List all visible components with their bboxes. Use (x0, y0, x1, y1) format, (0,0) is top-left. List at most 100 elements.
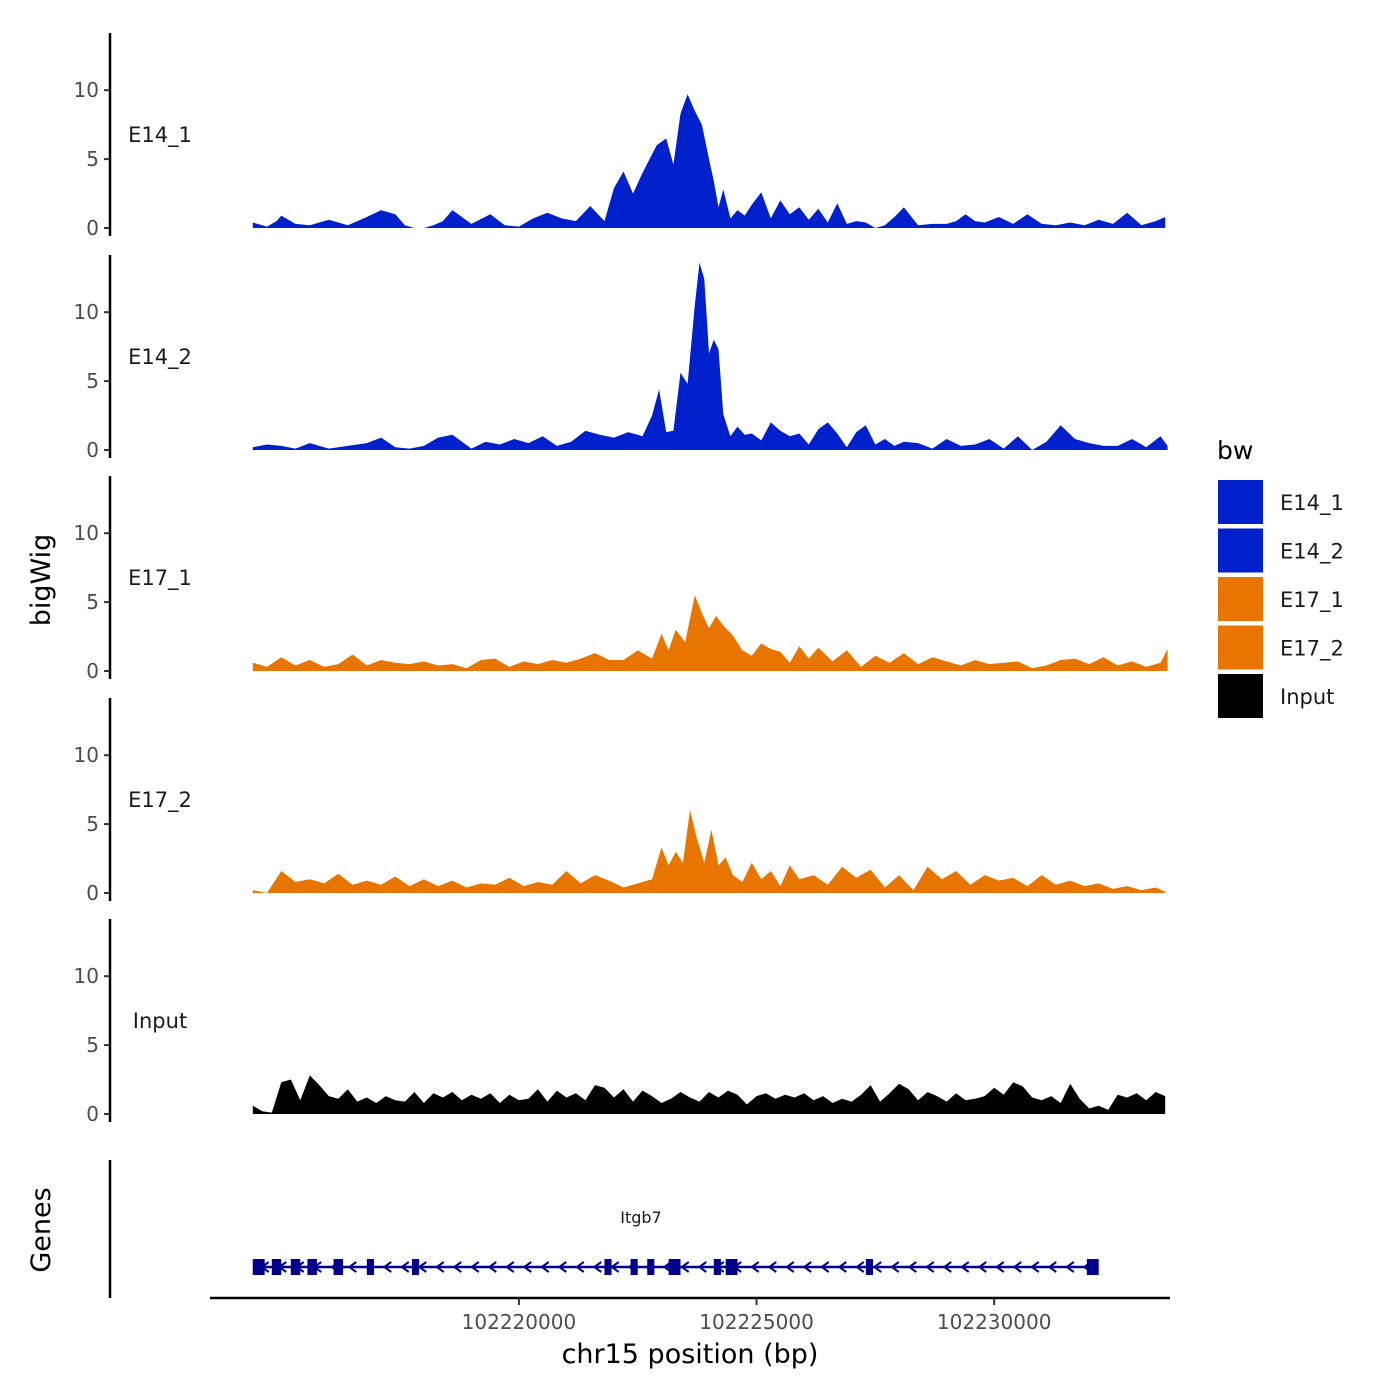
strand-arrow (820, 1261, 830, 1273)
legend-entry-Input: Input (1218, 674, 1334, 718)
strand-arrow (452, 1261, 462, 1273)
x-tick-label: 102220000 (462, 1310, 577, 1334)
track-label: E17_1 (128, 566, 192, 591)
strand-arrow (575, 1261, 585, 1273)
strand-arrow (995, 1261, 1005, 1273)
y-tick-label: 5 (86, 147, 99, 171)
signal-area-Input (252, 1075, 1166, 1114)
legend-title: bw (1217, 436, 1253, 465)
strand-arrow (837, 1261, 847, 1273)
exon-block (1086, 1259, 1092, 1275)
strand-arrow (435, 1261, 445, 1273)
strand-arrow (977, 1261, 987, 1273)
strand-arrow (925, 1261, 935, 1273)
y-tick-label: 5 (86, 369, 99, 393)
track-label: Input (133, 1009, 187, 1033)
strand-arrow (767, 1261, 777, 1273)
legend-label: E14_2 (1280, 540, 1344, 565)
y-tick-label: 0 (86, 1102, 99, 1126)
y-tick-label: 5 (86, 590, 99, 614)
legend-swatch (1218, 625, 1263, 670)
signal-area-E17_2 (252, 810, 1166, 893)
exon-block (252, 1259, 265, 1275)
strand-arrow (382, 1261, 392, 1273)
exon-block (725, 1259, 738, 1275)
track-E17_1: 0 5 10 E17_1 (74, 476, 1168, 683)
track-label: E14_2 (128, 345, 192, 370)
signal-area-E14_2 (252, 262, 1168, 450)
strand-arrow (610, 1261, 620, 1273)
exon-block (271, 1259, 282, 1275)
y-tick-label: 5 (86, 1033, 99, 1057)
strand-arrow (1065, 1261, 1075, 1273)
gene-name-label: Itgb7 (620, 1208, 661, 1227)
strand-arrow (400, 1261, 410, 1273)
strand-arrow (942, 1261, 952, 1273)
legend-entry-E17_2: E17_2 (1218, 625, 1344, 670)
strand-arrow (522, 1261, 532, 1273)
track-E17_2: 0 5 10 E17_2 (74, 698, 1166, 905)
track-label: E14_1 (128, 123, 192, 148)
signal-tracks: 0 5 10 E14_1 0 5 10 E14_2 0 5 10 E17_1 0 5 10 E17_2 0 5 10… (74, 33, 1168, 1126)
strand-arrow (347, 1261, 357, 1273)
legend-label: E17_2 (1280, 637, 1344, 662)
legend-swatch (1218, 577, 1263, 621)
exon-block (290, 1259, 301, 1275)
legend-swatch (1218, 528, 1263, 573)
x-tick-label: 102225000 (699, 1310, 814, 1334)
strand-arrow (890, 1261, 900, 1273)
legend-label: E14_1 (1280, 491, 1344, 516)
track-label: E17_2 (128, 788, 192, 813)
genes-axis-title: Genes (26, 1187, 57, 1272)
signal-area-E14_1 (252, 94, 1166, 228)
strand-arrow (960, 1261, 970, 1273)
strand-arrow (505, 1261, 515, 1273)
y-tick-label: 10 (74, 300, 99, 324)
y-axis-title: bigWig (26, 534, 57, 627)
x-tick-label: 102230000 (937, 1310, 1052, 1334)
strand-arrow (1012, 1261, 1022, 1273)
legend: bw E14_1 E14_2 E17_1 E17_2 Input (1217, 436, 1344, 718)
exon-block (668, 1259, 681, 1275)
y-tick-label: 0 (86, 438, 99, 462)
x-axis: 102220000 102225000 102230000 (210, 1296, 1170, 1334)
exon-block (366, 1259, 374, 1275)
legend-entry-E14_2: E14_2 (1218, 528, 1344, 573)
y-tick-label: 0 (86, 881, 99, 905)
legend-entry-E14_1: E14_1 (1218, 480, 1344, 524)
legend-entry-E17_1: E17_1 (1218, 577, 1344, 621)
strand-arrow (802, 1261, 812, 1273)
strand-arrow (1030, 1261, 1040, 1273)
track-E14_1: 0 5 10 E14_1 (74, 33, 1166, 240)
exon-block (307, 1259, 317, 1275)
strand-arrow (470, 1261, 480, 1273)
y-tick-label: 5 (86, 812, 99, 836)
y-tick-label: 0 (86, 216, 99, 240)
strand-arrow (697, 1261, 707, 1273)
legend-swatch (1218, 480, 1263, 524)
track-Input: 0 5 10 Input (74, 919, 1166, 1126)
strand-arrow (557, 1261, 567, 1273)
exon-block (411, 1259, 420, 1275)
strand-arrow (1047, 1261, 1057, 1273)
signal-area-E17_1 (252, 595, 1168, 671)
strand-arrow (540, 1261, 550, 1273)
legend-label: E17_1 (1280, 588, 1344, 613)
exon-block (713, 1259, 721, 1275)
legend-swatch (1218, 674, 1263, 718)
strand-arrow (855, 1261, 865, 1273)
exon-block (1091, 1259, 1099, 1275)
genes-track: Itgb7 (108, 1160, 1099, 1298)
strand-arrow (417, 1261, 427, 1273)
strand-arrow (872, 1261, 882, 1273)
y-tick-label: 0 (86, 659, 99, 683)
y-tick-label: 10 (74, 964, 99, 988)
y-tick-label: 10 (74, 743, 99, 767)
strand-arrow (907, 1261, 917, 1273)
track-E14_2: 0 5 10 E14_2 (74, 255, 1168, 462)
strand-arrow (750, 1261, 760, 1273)
legend-label: Input (1280, 685, 1334, 709)
exon-block (630, 1259, 638, 1275)
x-axis-title: chr15 position (bp) (562, 1339, 819, 1370)
